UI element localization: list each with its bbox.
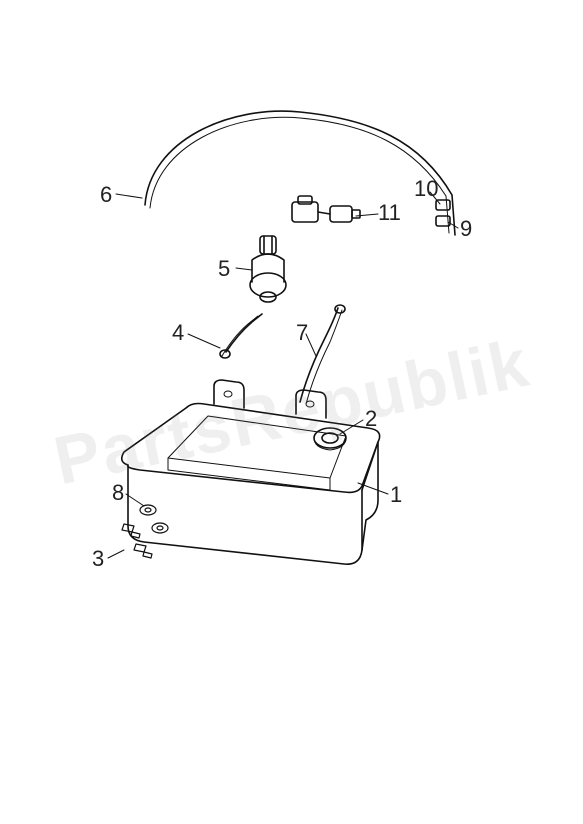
callout-6: 6 <box>100 182 112 208</box>
parts-line-art <box>0 0 583 824</box>
callout-2: 2 <box>365 406 377 432</box>
callout-8: 8 <box>112 480 124 506</box>
callout-5: 5 <box>218 256 230 282</box>
callout-4: 4 <box>172 320 184 346</box>
diagram-stage: PartsRepublik 1 2 3 4 5 6 7 8 9 10 11 <box>0 0 583 824</box>
callout-7: 7 <box>296 320 308 346</box>
callout-9: 9 <box>460 216 472 242</box>
callout-11: 11 <box>378 200 401 226</box>
callout-1: 1 <box>390 482 402 508</box>
callout-3: 3 <box>92 546 104 572</box>
callout-10: 10 <box>414 176 438 202</box>
